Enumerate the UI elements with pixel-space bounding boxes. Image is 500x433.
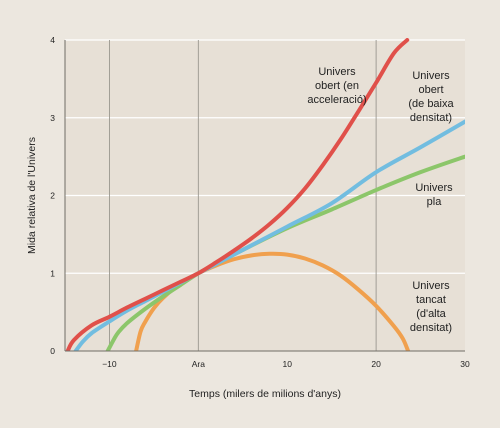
annotation-line: (d'alta — [416, 308, 446, 320]
y-tick-label: 0 — [50, 346, 55, 356]
annotation-line: tancat — [416, 294, 446, 306]
annotation-line: acceleració) — [307, 94, 366, 106]
annotation-line: (de baixa — [408, 98, 454, 110]
y-tick-label: 1 — [50, 268, 55, 278]
series-curves — [65, 38, 465, 351]
y-tick-label: 4 — [50, 35, 55, 45]
x-tick-label: 20 — [371, 359, 381, 369]
series-annotations: Univers obert (en acceleració) Univers obert… — [307, 66, 454, 334]
annotation-line: Univers — [415, 182, 453, 194]
annotation-line: pla — [427, 196, 443, 208]
y-tick-label: 2 — [50, 191, 55, 201]
x-tick-label: 10 — [282, 359, 292, 369]
annotation-line: Univers — [318, 66, 356, 78]
annotation-line: Univers — [412, 70, 450, 82]
annotation-series-4: Univers tancat (d'alta densitat) — [410, 280, 452, 334]
y-tick-label: 3 — [50, 113, 55, 123]
grid-lines — [65, 39, 465, 351]
x-tick-label: 30 — [460, 359, 470, 369]
x-tick-label: Ara — [192, 359, 206, 369]
annotation-series-2: Univers obert (de baixa densitat) — [408, 70, 454, 124]
annotation-line: obert — [418, 84, 443, 96]
axes — [64, 40, 465, 352]
annotation-line: densitat) — [410, 322, 452, 334]
tick-labels: −10 Ara 10 20 30 0 1 2 3 4 — [50, 35, 470, 369]
x-axis-title: Temps (milers de milions d'anys) — [189, 388, 341, 400]
annotation-line: obert (en — [315, 80, 359, 92]
x-tick-label: −10 — [102, 359, 117, 369]
annotation-series-3: Univers pla — [415, 182, 453, 208]
series-line-4 — [134, 251, 411, 351]
series-line-1 — [65, 38, 410, 351]
annotation-line: Univers — [412, 280, 450, 292]
annotation-line: densitat) — [410, 112, 452, 124]
annotation-series-1: Univers obert (en acceleració) — [307, 66, 366, 106]
y-axis-title: Mida relativa de l'Univers — [26, 137, 38, 254]
